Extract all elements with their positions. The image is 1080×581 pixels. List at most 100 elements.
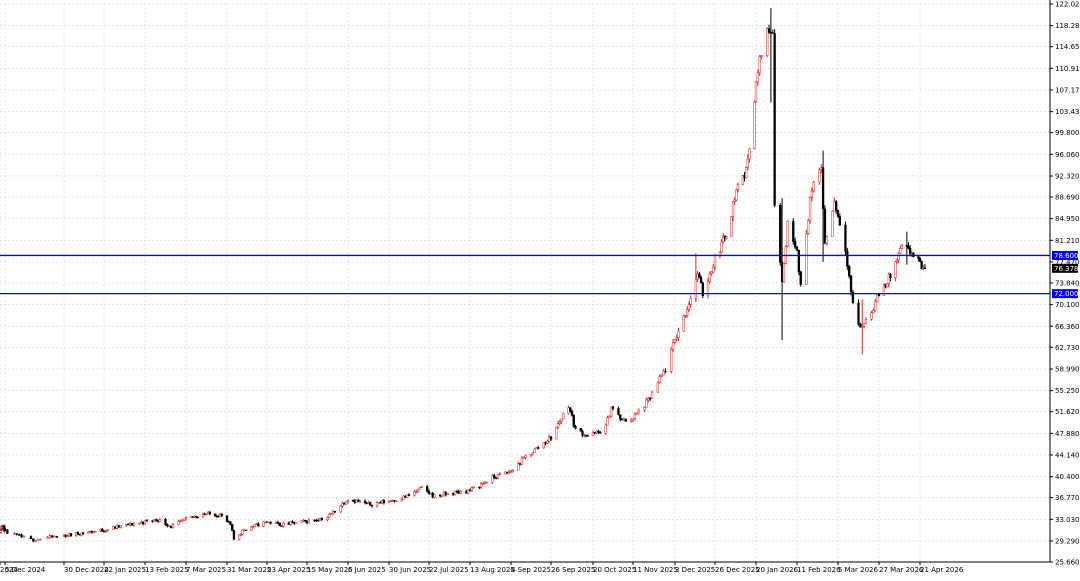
candle-body [593,432,596,434]
candle-body [369,502,372,506]
price-axis-tick-label: 88.690 [1055,194,1080,202]
candle-body [831,211,834,238]
candle-body [291,521,294,523]
price-axis-tick-label: 81.210 [1055,237,1080,245]
candle-body [586,435,589,437]
candle-body [522,457,525,459]
candle-body [808,197,812,222]
time-axis-tick-label: 21 Apr 2026 [920,566,964,574]
candle-body [426,486,429,492]
price-axis-tick-label: 55.250 [1055,387,1080,395]
candle-body [293,521,296,524]
candle-body [894,261,897,279]
candle-body [758,56,761,73]
price-axis-tick-label: 110.910 [1055,65,1080,73]
candle-body [166,524,169,527]
candle-body [542,442,545,449]
candle-body [141,521,145,525]
candle-body [647,397,650,401]
candle-body [69,533,73,536]
candle-body [15,533,18,535]
candle-body [344,501,348,505]
candle-body [524,455,527,458]
candle-body [375,502,379,507]
candle-body [581,430,584,436]
candle-body [151,520,154,522]
candle-body [754,81,758,103]
price-axis-tick-label: 118.280 [1055,22,1080,30]
time-axis-tick-label: 26 Sep 2025 [551,566,595,574]
candle-body [560,418,563,422]
candle-body [712,266,715,273]
candle-body [899,248,902,254]
candle-body [472,486,475,488]
candle-body [595,430,598,433]
candle-body [649,397,652,400]
candle-body [673,339,677,343]
horizontal-lines[interactable]: 78.600 72.000 [0,250,1079,299]
candle-body [300,520,303,523]
candle-body [465,491,468,494]
candle-body [20,534,23,538]
candle-body [104,530,108,532]
candle-body [253,524,256,527]
candle-body [689,298,692,305]
candle-body [341,502,344,507]
candle-body [36,539,40,541]
candle-body [631,418,635,421]
price-axis-tick-label: 77.470 [1055,258,1080,266]
candle-body [18,534,21,536]
horizontal-level-price-label: 78.600 [1054,252,1079,260]
candle-body [453,490,457,495]
candle-body [229,521,232,525]
candle-body [604,424,607,434]
candle-body [701,282,704,296]
candle-body [579,428,582,432]
candle-body [80,532,83,536]
candle-body [302,519,305,522]
candle-body [684,315,687,317]
price-axis-tick-label: 40.400 [1055,473,1080,481]
price-axis-tick-label: 99.800 [1055,129,1080,137]
candle-body [76,532,80,535]
price-axis-tick-label: 84.950 [1055,215,1080,223]
price-axis-tick-label: 92.320 [1055,172,1080,180]
candle-body [406,494,409,498]
candle-body [239,533,243,536]
time-axis-tick-label: 13 Aug 2025 [470,566,515,574]
candle-body [208,511,212,515]
candle-body [861,326,864,328]
candle-body [897,252,900,261]
candle-body [606,417,609,426]
candle-body [429,492,433,495]
candle-body [864,319,868,324]
candle-body [504,471,507,475]
candle-body [328,514,331,518]
candle-body [278,522,281,527]
candle-body [3,529,7,531]
candle-body [713,255,717,268]
candle-body [433,494,436,498]
candle-body [320,518,324,520]
candle-body [177,520,180,525]
candle-body [87,531,90,534]
candle-body [287,522,290,525]
candle-body [773,33,776,206]
horizontal-level-price-tag [1052,250,1078,260]
candle-body [556,423,560,428]
candle-body [346,500,350,503]
candle-body [870,312,873,320]
time-axis-tick-label: 26 Dec 2025 [715,566,760,574]
candle-body [698,273,701,278]
price-axis-tick-label: 58.990 [1055,365,1080,373]
candle-body [130,523,134,526]
candle-body [877,294,881,297]
candle-body [725,236,728,239]
candle-body [34,540,37,542]
candle-body [722,235,725,243]
candle-body [232,530,236,540]
candle-body [766,28,769,56]
